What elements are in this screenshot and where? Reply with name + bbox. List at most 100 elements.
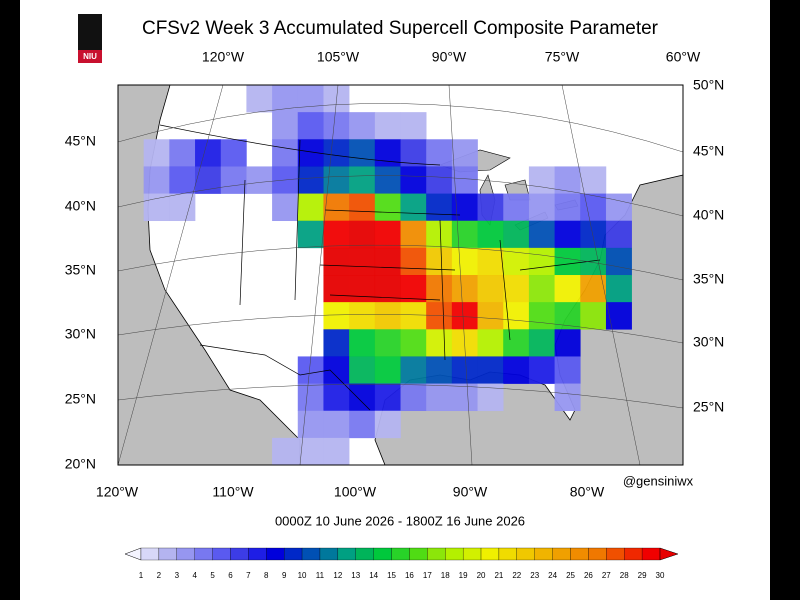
field-cell <box>554 383 581 412</box>
field-cell <box>374 383 401 412</box>
bottom-lon-label: 120°W <box>96 484 139 500</box>
field-cell <box>451 356 478 384</box>
colorbar-label: 29 <box>638 571 647 580</box>
field-cell <box>374 247 401 276</box>
colorbar-swatch <box>176 547 195 561</box>
field-cell <box>426 166 453 194</box>
field-cell <box>349 275 376 303</box>
field-cell <box>400 356 427 384</box>
field-cell <box>426 139 453 167</box>
colorbar-label: 5 <box>210 571 215 580</box>
bottom-lon-label: 100°W <box>334 484 377 500</box>
field-cell <box>451 166 478 194</box>
colorbar-label: 13 <box>351 571 360 580</box>
field-cell <box>451 383 478 412</box>
field-cell <box>143 139 170 167</box>
field-cell <box>554 220 581 249</box>
borders <box>159 124 601 411</box>
graticule-line <box>117 84 641 466</box>
graticule <box>117 84 684 466</box>
field-cell <box>400 166 427 194</box>
colorbar-label: 30 <box>656 571 665 580</box>
colorbar-label: 28 <box>620 571 629 580</box>
field-cell <box>503 302 530 330</box>
field-cell <box>374 329 401 357</box>
field-cell <box>400 247 427 276</box>
border-mexico <box>199 344 371 411</box>
field-cell <box>580 302 607 330</box>
field-cell <box>323 220 350 249</box>
field-cell <box>400 220 427 249</box>
map-frame <box>117 84 684 466</box>
field-cell <box>297 193 324 222</box>
field-cell <box>580 247 607 276</box>
colorbar-swatch <box>552 547 571 561</box>
colorbar-label: 26 <box>584 571 593 580</box>
colorbar-label: 7 <box>246 571 251 580</box>
field-cell <box>605 302 632 330</box>
field-cell <box>246 85 273 113</box>
top-lon-label: 90°W <box>432 49 467 65</box>
field-cell <box>349 302 376 330</box>
field-cell <box>349 247 376 276</box>
field-cell <box>297 410 324 439</box>
field-cell <box>323 139 350 167</box>
scp-field <box>143 85 632 466</box>
field-cell <box>554 166 581 194</box>
field-cell <box>554 329 581 357</box>
field-cell <box>323 193 350 222</box>
field-cell <box>272 437 299 466</box>
field-cell <box>451 302 478 330</box>
field-cell <box>246 166 273 194</box>
colorbar-label: 27 <box>602 571 611 580</box>
colorbar-swatch <box>158 547 177 561</box>
bottom-lon-label: 110°W <box>212 484 254 500</box>
field-cell <box>580 220 607 249</box>
field-cell <box>169 193 196 222</box>
field-cell <box>374 166 401 194</box>
field-cell <box>451 220 478 249</box>
field-cell <box>374 112 401 140</box>
logo: NIU <box>78 14 102 63</box>
field-cell <box>400 383 427 412</box>
field-cell <box>169 166 196 194</box>
colorbar-swatch <box>516 547 535 561</box>
field-cell <box>297 356 324 384</box>
colorbar-label: 18 <box>441 571 450 580</box>
graticule-line <box>117 244 684 281</box>
field-cell <box>400 139 427 167</box>
field-cell <box>374 302 401 330</box>
field-cell <box>323 383 350 412</box>
field-cell <box>477 329 504 357</box>
field-cell <box>528 193 555 222</box>
field-cell <box>477 275 504 303</box>
colorbar-swatch <box>248 547 267 561</box>
field-cell <box>605 247 632 276</box>
field-cell <box>143 166 170 194</box>
field-cell <box>323 329 350 357</box>
field-cell <box>272 85 299 113</box>
colorbar-label: 2 <box>157 571 162 580</box>
colorbar-swatch <box>301 547 321 561</box>
field-cell <box>605 193 632 222</box>
field-cell <box>528 220 555 249</box>
colorbar-swatch <box>588 547 607 561</box>
colorbar-label: 1 <box>139 571 144 580</box>
field-cell <box>580 275 607 303</box>
colorbar-swatch <box>409 547 428 561</box>
credit: @gensiniwx <box>623 473 694 488</box>
colorbar-label: 24 <box>548 571 557 580</box>
field-cell <box>605 275 632 303</box>
colorbar-swatch <box>641 547 661 561</box>
field-cell <box>400 329 427 357</box>
field-cell <box>477 247 504 276</box>
field-cell <box>323 302 350 330</box>
field-cell <box>477 356 504 384</box>
right-lat-label: 25°N <box>693 399 724 415</box>
logo-band <box>78 50 102 63</box>
field-cell <box>374 410 401 439</box>
field-cell <box>554 356 581 384</box>
top-lon-label: 105°W <box>317 49 360 65</box>
field-cell <box>297 85 324 113</box>
